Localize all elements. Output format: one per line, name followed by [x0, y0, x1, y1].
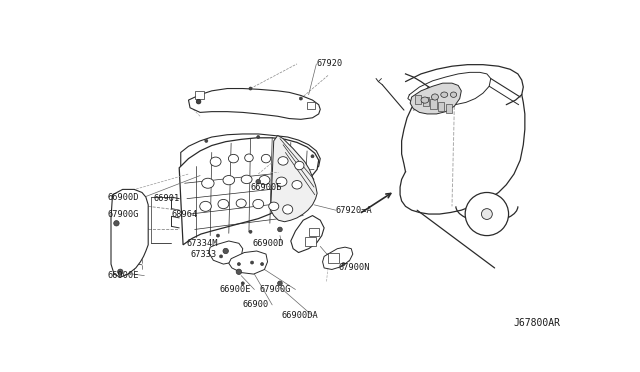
Text: 66900D: 66900D [108, 193, 140, 202]
Text: 66900DA: 66900DA [282, 311, 318, 320]
Circle shape [237, 263, 241, 266]
Ellipse shape [294, 161, 304, 170]
Circle shape [220, 255, 223, 258]
Ellipse shape [441, 92, 448, 97]
Bar [422, 97, 429, 106]
Circle shape [216, 234, 220, 237]
Polygon shape [180, 134, 320, 176]
Text: 67900G: 67900G [260, 285, 291, 294]
Text: 67900N: 67900N [339, 263, 371, 272]
Polygon shape [229, 251, 268, 274]
Circle shape [465, 192, 509, 235]
Text: 67900G: 67900G [108, 209, 140, 218]
Bar [328, 253, 339, 263]
Ellipse shape [236, 199, 246, 208]
Ellipse shape [210, 157, 221, 166]
Polygon shape [179, 138, 319, 245]
Ellipse shape [200, 201, 211, 211]
Text: 67333: 67333 [191, 250, 217, 259]
Text: 67334M: 67334M [187, 239, 218, 248]
Polygon shape [323, 247, 353, 269]
Ellipse shape [259, 176, 270, 185]
Polygon shape [271, 135, 317, 222]
Ellipse shape [202, 178, 214, 188]
Ellipse shape [228, 154, 239, 163]
Text: 68964: 68964 [172, 209, 198, 218]
Text: 66901: 66901 [154, 194, 180, 203]
Circle shape [311, 155, 314, 158]
Circle shape [196, 99, 201, 104]
Ellipse shape [223, 176, 235, 185]
Circle shape [249, 87, 252, 90]
Text: 66900Б: 66900Б [250, 183, 282, 192]
Bar [308, 228, 319, 235]
Circle shape [241, 282, 244, 285]
Polygon shape [189, 89, 320, 119]
Text: J67800AR: J67800AR [513, 318, 561, 328]
Polygon shape [410, 83, 461, 114]
Circle shape [114, 221, 119, 226]
Bar [195, 91, 204, 99]
Circle shape [260, 263, 264, 266]
Text: 67920: 67920 [316, 60, 342, 68]
Circle shape [118, 269, 123, 275]
Circle shape [223, 248, 228, 254]
Text: 66900D: 66900D [252, 239, 284, 248]
Bar [438, 102, 444, 111]
Circle shape [249, 230, 252, 233]
Bar [446, 104, 452, 113]
Circle shape [278, 227, 282, 232]
Ellipse shape [431, 94, 438, 100]
Polygon shape [209, 241, 243, 264]
Bar [305, 237, 316, 246]
Text: 66900: 66900 [243, 301, 269, 310]
Bar [307, 102, 315, 109]
Circle shape [300, 97, 303, 100]
Ellipse shape [218, 199, 229, 209]
Circle shape [250, 261, 253, 264]
Ellipse shape [278, 157, 288, 165]
Ellipse shape [244, 154, 253, 162]
Circle shape [278, 281, 282, 286]
Polygon shape [111, 189, 148, 277]
Ellipse shape [241, 175, 252, 184]
Circle shape [256, 179, 260, 184]
Ellipse shape [283, 205, 292, 214]
Ellipse shape [253, 199, 264, 209]
Ellipse shape [261, 154, 271, 163]
Circle shape [205, 140, 208, 142]
Ellipse shape [276, 177, 287, 186]
Bar [415, 95, 421, 104]
Ellipse shape [292, 180, 302, 189]
Ellipse shape [481, 209, 492, 219]
Text: 66900E: 66900E [220, 285, 251, 294]
Circle shape [342, 263, 345, 266]
Ellipse shape [269, 202, 279, 211]
Text: 67920=A: 67920=A [336, 206, 372, 215]
Bar [430, 99, 436, 109]
Circle shape [236, 269, 241, 275]
Ellipse shape [421, 97, 429, 103]
Ellipse shape [451, 92, 457, 97]
Polygon shape [291, 216, 324, 253]
Circle shape [257, 135, 260, 139]
Text: 66900E: 66900E [108, 271, 140, 280]
